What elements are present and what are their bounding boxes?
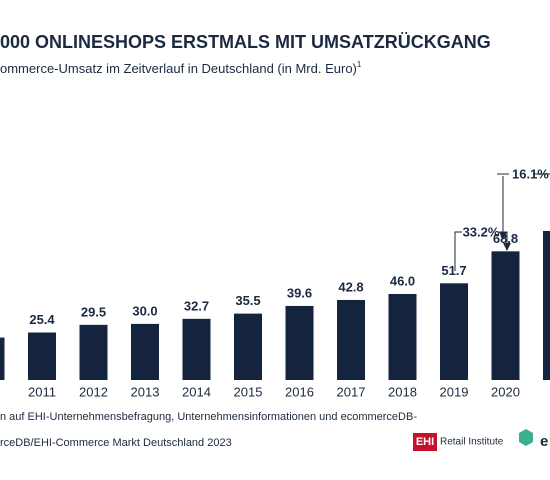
logo-icon [519,429,533,446]
annotation-arrow [499,232,507,240]
value-label: 29.5 [81,304,106,319]
bar [234,313,262,380]
bar [440,283,468,380]
bar [79,324,108,380]
x-tick-label: 2011 [28,384,56,399]
logo-text: Retail Institute [440,437,504,448]
annotation: 33.2% [463,224,500,239]
x-tick-label: 2012 [79,384,108,399]
x-tick-label: 2017 [337,384,366,399]
value-label: 51.7 [441,263,466,278]
logo-text: EHI [416,436,434,448]
chart-subtitle: ommerce-Umsatz im Zeitverlauf in Deutsch… [0,60,362,76]
bar [131,323,159,380]
value-label: 25.4 [29,312,55,327]
x-tick-label: 2020 [491,384,520,399]
subtitle-text: ommerce-Umsatz im Zeitverlauf in Deutsch… [0,61,357,76]
bar [182,318,211,380]
bar [285,305,314,380]
bar [543,230,550,380]
logo-text: e [540,433,548,450]
bar [337,299,365,380]
x-tick-label: 2015 [234,384,263,399]
footnote: n auf EHI-Unternehmensbefragung, Unterne… [0,411,417,423]
annotation: 16.1% [512,166,549,181]
value-label: 30.0 [132,303,157,318]
x-tick-label: 2019 [440,384,469,399]
logo-box [413,433,437,451]
value-label: 32.7 [184,298,209,313]
bar [491,251,520,380]
annotation-arrow [503,243,511,251]
value-label: 35.5 [235,293,260,308]
x-tick-label: 2016 [285,384,314,399]
value-label: 42.8 [338,279,363,294]
x-tick-label: 2014 [182,384,211,399]
bar [28,332,56,380]
bar [0,337,5,380]
chart-title: 000 ONLINESHOPS ERSTMALS MIT UMSATZRÜCKG… [0,32,491,52]
x-tick-label: 2013 [131,384,160,399]
footnote: rceDB/EHI-Commerce Markt Deutschland 202… [0,437,232,449]
value-label: 39.6 [287,285,312,300]
subtitle-note: 1 [357,60,362,69]
value-label: 68.8 [493,231,518,246]
bar [388,293,417,380]
value-label: 46.0 [390,273,415,288]
x-tick-label: 2018 [388,384,417,399]
